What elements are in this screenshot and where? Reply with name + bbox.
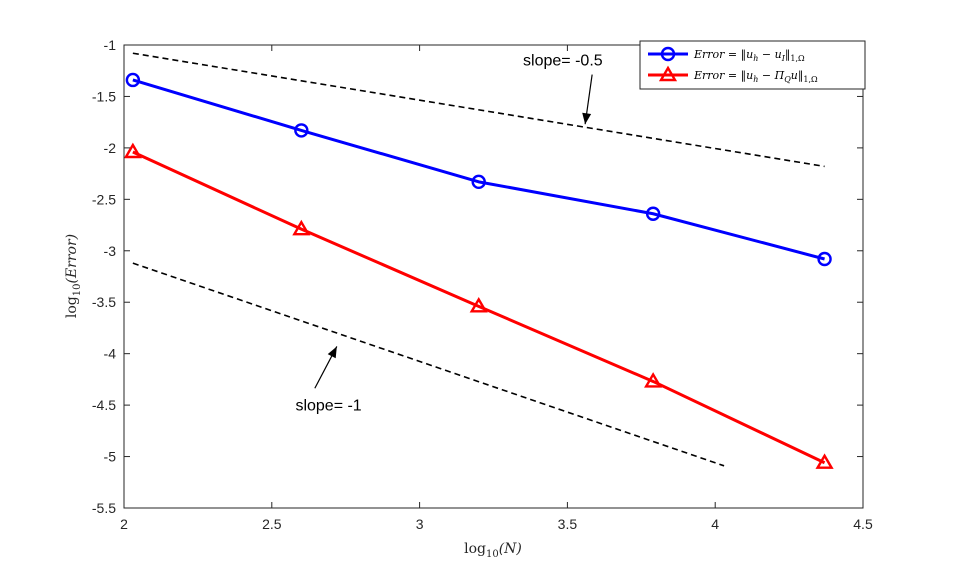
plot-area	[124, 45, 863, 508]
legend-1-mid: − u	[758, 48, 781, 61]
legend: Error = ‖uh − uI‖1,Ω Error = ‖uh − ΠQu‖1…	[639, 40, 866, 90]
legend-2-sub2: Q	[784, 75, 791, 84]
series-lines	[132, 78, 826, 465]
series-markers	[123, 72, 834, 469]
annotation-text-0: slope= -0.5	[523, 53, 603, 70]
series-1-point-4	[815, 453, 834, 469]
reference-line-0	[132, 52, 825, 168]
x-tick-label-3: 3.5	[558, 516, 578, 532]
legend-2-tail: u‖	[791, 69, 804, 83]
legend-2-lhs: Error	[693, 69, 725, 82]
series-line-0	[132, 78, 825, 261]
series-line-1	[132, 150, 826, 465]
legend-entry-1: Error = ‖uh − uI‖1,Ω	[648, 46, 805, 63]
annotation-arrow-head-0	[582, 112, 592, 125]
y-tick-label-8: -5	[104, 449, 117, 465]
x-tick-label-5: 4.5	[853, 516, 873, 532]
y-axis-label-fn: log	[64, 296, 80, 318]
series-0-point-2	[471, 174, 486, 190]
annotation-text-1: slope= -1	[295, 397, 361, 414]
y-tick-label-1: -1.5	[92, 88, 116, 104]
legend-2-mid: − Π	[758, 69, 784, 82]
series-1-point-0	[123, 142, 142, 159]
y-tick-label-7: -4.5	[92, 397, 116, 413]
y-ticks: -1 -1.5 -2 -2.5 -3 -3.5 -4 -4.5 -5 -5.5	[92, 37, 863, 516]
legend-2-rhs: ‖u	[741, 69, 754, 83]
x-tick-label-1: 2.5	[262, 516, 282, 532]
legend-1-sub: h	[753, 54, 758, 63]
y-tick-label-5: -3.5	[92, 294, 116, 310]
y-axis-label-sub: 10	[72, 284, 83, 297]
x-tick-label-0: 2	[120, 516, 128, 532]
legend-marker-1	[660, 46, 676, 62]
series-0-point-1	[294, 123, 309, 138]
x-tick-label-4: 4	[711, 516, 719, 532]
series-0-point-4	[817, 251, 832, 267]
series-0-point-0	[125, 72, 141, 88]
legend-marker-2	[658, 65, 678, 82]
x-axis-label-arg: (N)	[499, 541, 522, 557]
legend-2-sub: h	[753, 75, 758, 84]
axes	[123, 44, 864, 509]
y-tick-label-6: -4	[104, 346, 117, 362]
series-0-point-3	[645, 206, 661, 221]
series-1-point-1	[292, 219, 311, 236]
legend-1-lhs: Error	[693, 48, 725, 61]
y-tick-label-0: -1	[104, 37, 117, 53]
series-1-point-2	[469, 296, 488, 313]
legend-label-1: Error = ‖uh − uI‖1,Ω	[693, 48, 805, 63]
y-tick-label-3: -2.5	[92, 191, 116, 207]
x-tick-label-2: 3	[416, 516, 424, 532]
legend-1-norm: 1,Ω	[790, 54, 805, 63]
axes-box	[123, 44, 864, 509]
y-tick-label-9: -5.5	[92, 500, 116, 516]
reference-line-1	[132, 262, 725, 467]
x-axis-label-sub: 10	[486, 549, 499, 560]
x-ticks: 2 2.5 3 3.5 4 4.5	[120, 45, 873, 532]
x-axis-label: log10(N)	[464, 541, 522, 560]
legend-2-norm: 1,Ω	[803, 75, 818, 84]
legend-entry-2: Error = ‖uh − ΠQu‖1,Ω	[648, 65, 818, 84]
series-1-point-3	[644, 372, 663, 388]
legend-1-sub2: I	[781, 54, 786, 63]
y-axis-label: log10(Error)	[64, 234, 83, 318]
x-axis-label-fn: log	[464, 541, 486, 557]
y-tick-label-2: -2	[104, 140, 117, 156]
annotation-arrow-head-1	[327, 346, 337, 359]
reference-lines	[132, 52, 825, 467]
legend-box	[639, 40, 866, 90]
y-tick-label-4: -3	[104, 243, 117, 259]
legend-1-tail: ‖	[785, 48, 791, 62]
y-axis-label-arg: (Error)	[64, 234, 80, 284]
legend-1-rhs: ‖u	[741, 48, 754, 62]
legend-label-2: Error = ‖uh − ΠQu‖1,Ω	[693, 69, 818, 84]
annotations: slope= -0.5 slope= -1	[295, 53, 602, 415]
